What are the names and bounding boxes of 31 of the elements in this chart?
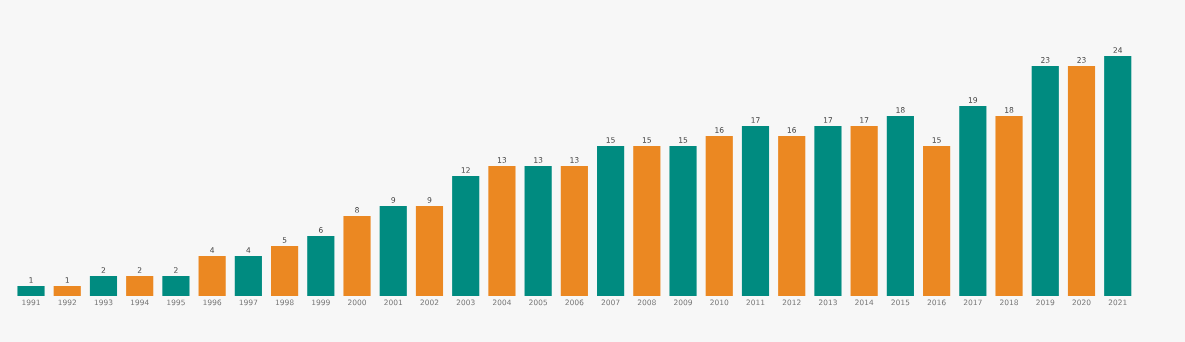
bar xyxy=(1104,55,1132,296)
bar xyxy=(597,145,625,296)
bar xyxy=(1031,65,1059,296)
bar xyxy=(850,125,878,296)
bar xyxy=(778,135,806,296)
bar xyxy=(524,165,552,296)
bar xyxy=(1067,65,1096,296)
bar xyxy=(415,205,444,296)
bar xyxy=(488,165,516,296)
bar xyxy=(995,115,1023,296)
bar xyxy=(633,145,661,296)
bar xyxy=(669,145,697,296)
bar xyxy=(307,235,335,296)
bar xyxy=(814,125,842,296)
bar xyxy=(53,285,81,296)
bar xyxy=(959,105,987,296)
bar xyxy=(89,275,118,296)
bar xyxy=(741,125,770,296)
bar xyxy=(234,255,262,296)
bar xyxy=(17,285,45,296)
bar xyxy=(886,115,914,296)
bar xyxy=(560,165,588,296)
bar xyxy=(162,275,190,296)
bar xyxy=(343,215,371,296)
bar xyxy=(379,205,407,296)
bar xyxy=(271,245,299,296)
bar xyxy=(126,275,154,296)
bar xyxy=(923,145,951,296)
bar xyxy=(198,255,226,296)
bar xyxy=(452,175,480,296)
bar xyxy=(705,135,733,296)
